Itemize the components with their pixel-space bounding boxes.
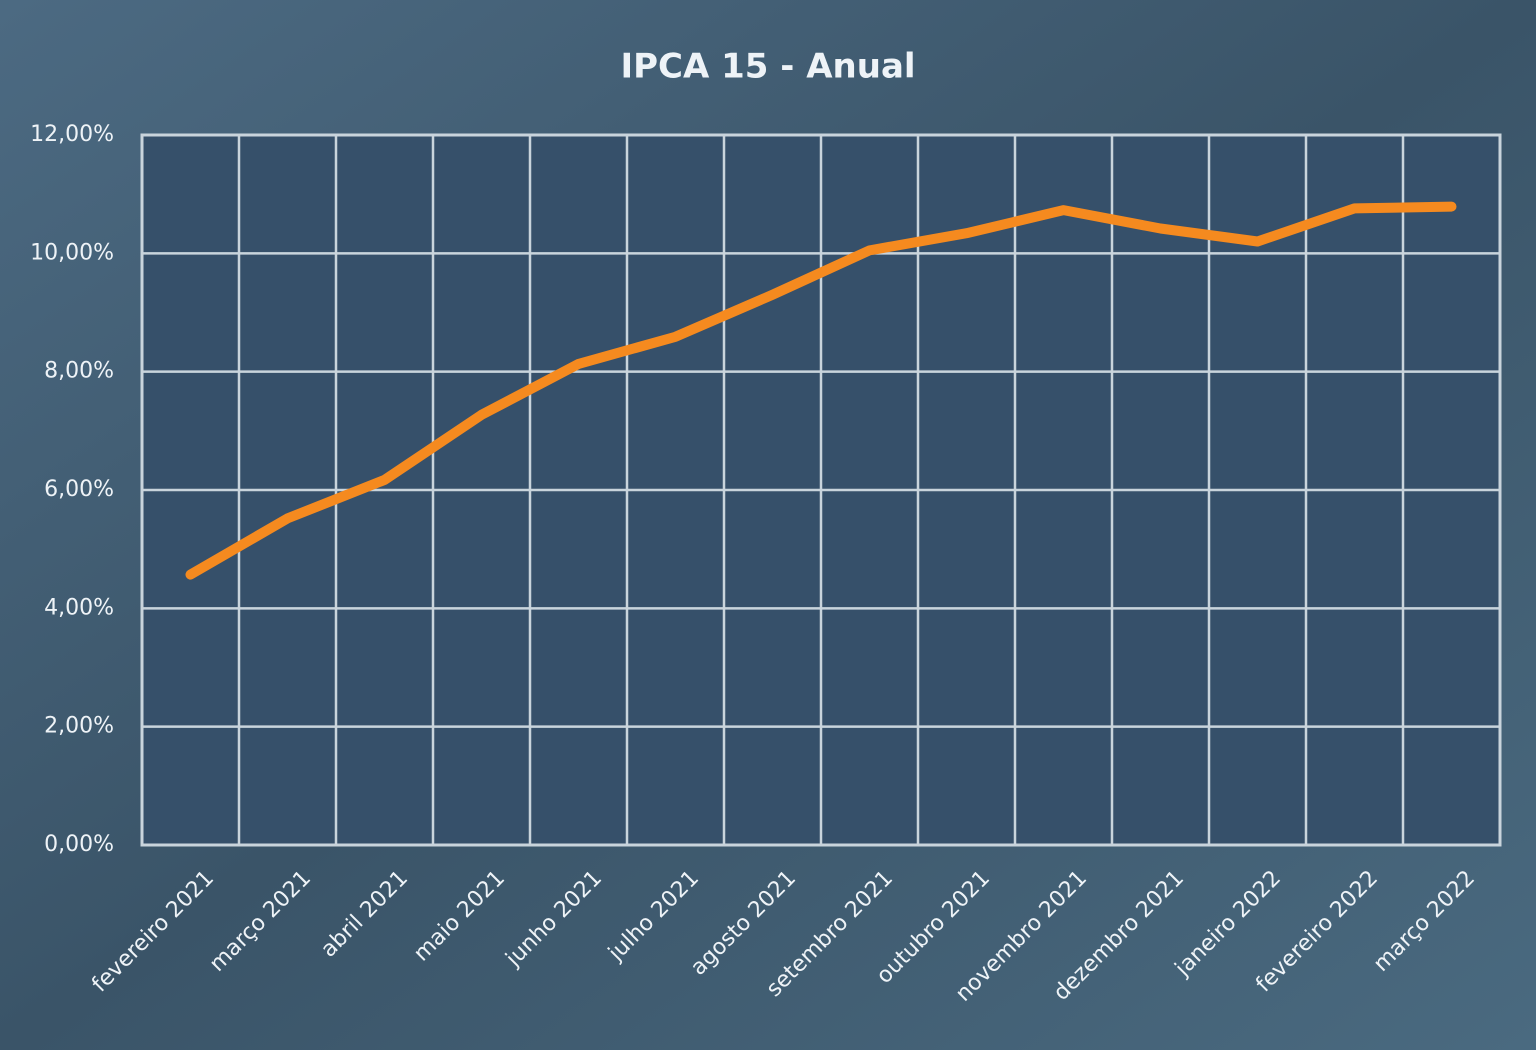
y-tick-label: 10,00%: [30, 240, 114, 265]
chart-title: IPCA 15 - Anual: [620, 47, 915, 87]
y-tick-label: 2,00%: [44, 714, 114, 739]
y-tick-label: 12,00%: [30, 122, 114, 147]
y-tick-label: 8,00%: [44, 359, 114, 384]
y-tick-label: 0,00%: [44, 832, 114, 857]
line: [185, 201, 1457, 580]
y-tick-label: 6,00%: [44, 477, 114, 502]
y-tick-label: 4,00%: [44, 595, 114, 620]
